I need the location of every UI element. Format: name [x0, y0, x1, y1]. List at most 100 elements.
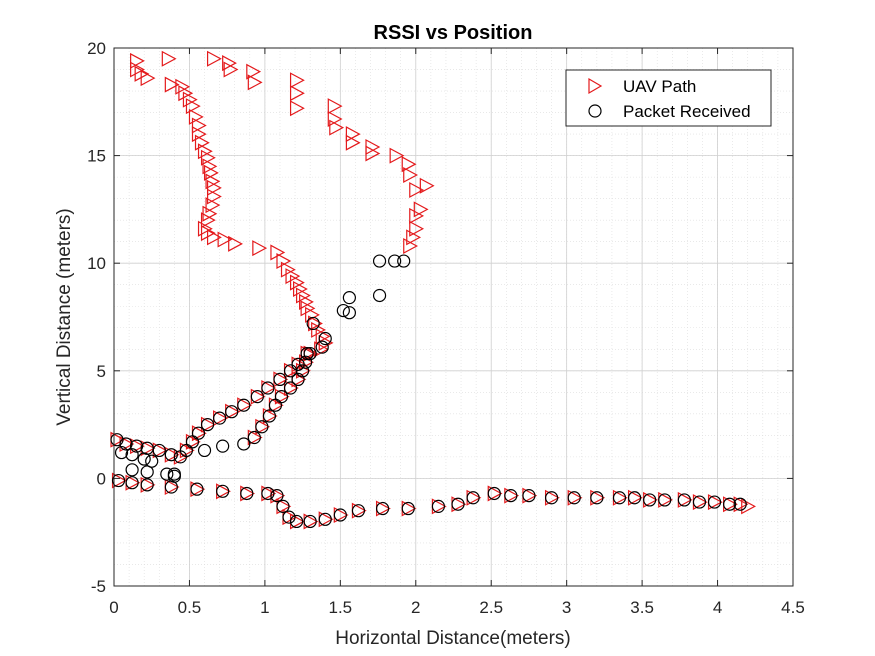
x-axis-label: Horizontal Distance(meters) — [335, 628, 570, 649]
packet-received-point — [504, 489, 518, 503]
packet-received-point — [590, 491, 604, 505]
packet-received-point — [164, 480, 178, 494]
packet-received-point — [160, 467, 174, 481]
uav-path-point — [197, 143, 213, 160]
packet-received-point — [658, 493, 672, 507]
packet-received-point — [627, 491, 642, 505]
packet-received-point — [303, 514, 317, 529]
packet-received-point — [140, 478, 154, 492]
packet-received-point — [276, 499, 290, 513]
uav-path-point — [406, 229, 422, 246]
packet-received-point — [375, 501, 390, 516]
packet-received-point — [213, 411, 227, 425]
x-tick-label: 1.5 — [329, 598, 353, 617]
uav-path-point — [299, 293, 314, 310]
packet-received-point — [164, 448, 178, 462]
packet-received-point — [200, 418, 215, 432]
packet-received-point — [216, 439, 230, 453]
packet-received-point — [255, 420, 269, 434]
legend-label-packet-received: Packet Received — [623, 102, 751, 121]
plot-area — [114, 48, 793, 586]
x-tick-label: 0.5 — [178, 598, 202, 617]
packet-received-point — [273, 372, 287, 387]
legend-box — [565, 69, 772, 127]
uav-path-point — [197, 220, 213, 237]
uav-path-point — [206, 229, 222, 246]
y-axis-ticks: -5 0 5 10 15 20 — [87, 39, 793, 596]
packet-received-point — [190, 482, 204, 496]
series-packet-received — [110, 254, 747, 529]
packet-received-point — [291, 372, 305, 387]
packet-received-point — [315, 340, 329, 354]
packet-received-point — [318, 512, 332, 526]
packet-received-point — [544, 491, 559, 505]
x-tick-label: 3.5 — [630, 598, 654, 617]
packet-received-point — [388, 254, 402, 268]
uav-path-point — [318, 334, 334, 351]
y-tick-label: -5 — [91, 577, 106, 596]
packet-received-point — [692, 495, 707, 509]
packet-received-point — [247, 430, 261, 445]
uav-path-point — [246, 63, 262, 80]
data-series — [110, 50, 756, 530]
uav-path-point — [308, 315, 323, 332]
packet-received-point — [216, 484, 230, 498]
axes-box — [113, 47, 794, 587]
uav-path-point — [161, 50, 177, 67]
uav-path-point — [345, 134, 361, 151]
uav-path-point — [409, 220, 425, 237]
packet-received-point — [119, 437, 133, 451]
uav-path-point — [203, 164, 219, 181]
chart-title: RSSI vs Position — [374, 22, 533, 44]
uav-path-point — [182, 91, 198, 108]
uav-path-point — [222, 55, 237, 72]
packet-received-point — [125, 476, 139, 490]
x-tick-label: 4 — [713, 598, 722, 617]
x-axis-ticks: 0 0.5 1 1.5 2 2.5 3 3.5 4 4.5 — [109, 48, 805, 617]
packet-received-point — [283, 364, 298, 378]
uav-path-point — [345, 126, 361, 143]
uav-path-point — [289, 100, 305, 117]
packet-received-point — [306, 316, 320, 331]
packet-received-point — [567, 491, 581, 505]
uav-path-point — [247, 74, 263, 91]
packet-received-point — [114, 445, 129, 460]
uav-path-point — [409, 207, 425, 224]
uav-path-point — [223, 61, 239, 78]
packet-received-point — [240, 486, 254, 501]
packet-received-point — [261, 381, 275, 395]
x-tick-label: 0 — [109, 598, 118, 617]
packet-received-point — [268, 398, 283, 412]
packet-received-point — [707, 495, 722, 509]
uav-path-point — [327, 98, 343, 115]
packet-received-point — [318, 331, 332, 346]
packet-received-point — [125, 463, 139, 477]
packet-received-point — [289, 514, 304, 529]
packet-received-point — [140, 465, 154, 479]
packet-received-point — [197, 443, 212, 458]
packet-received-point — [261, 486, 275, 501]
uav-path-point — [276, 253, 292, 270]
uav-path-point — [280, 261, 296, 278]
packet-received-point — [451, 497, 465, 511]
legend-circle-icon — [588, 104, 602, 118]
packet-received-point — [351, 504, 366, 518]
uav-path-point — [205, 173, 221, 190]
uav-path-point — [206, 179, 222, 196]
packet-received-point — [137, 452, 151, 466]
uav-path-point — [389, 147, 405, 164]
uav-path-point — [200, 149, 216, 166]
uav-path-point — [329, 119, 345, 136]
packet-received-point — [333, 508, 347, 522]
uav-path-point — [419, 177, 435, 194]
uav-path-point — [130, 61, 145, 78]
y-axis-label: Vertical Distance (meters) — [54, 208, 75, 426]
packet-received-point — [401, 501, 415, 516]
packet-received-point — [487, 486, 501, 501]
packet-received-point — [270, 489, 284, 503]
y-tick-label: 15 — [87, 147, 106, 166]
uav-path-point — [403, 237, 419, 254]
uav-path-point — [413, 201, 429, 218]
packet-received-point — [303, 346, 317, 361]
